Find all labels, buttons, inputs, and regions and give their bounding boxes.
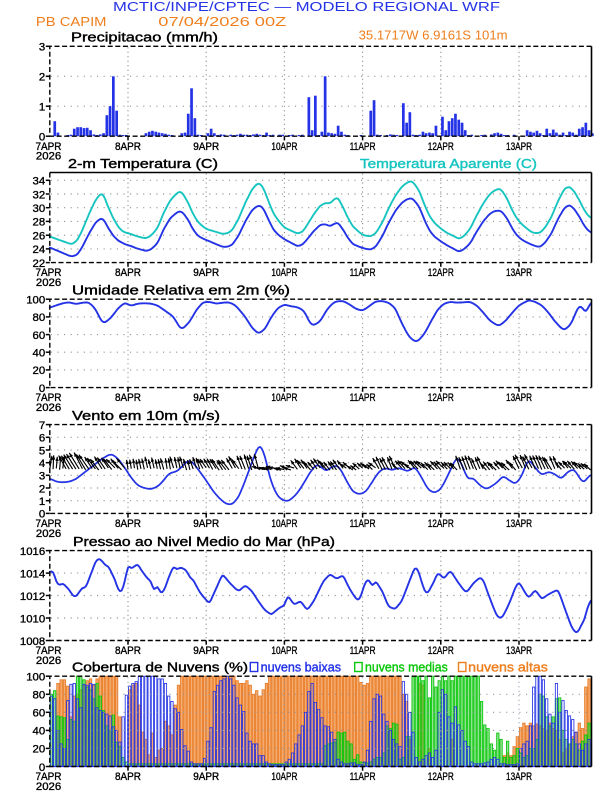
svg-text:100: 100 — [26, 672, 45, 684]
svg-text:8APR: 8APR — [115, 141, 141, 153]
svg-text:nuvens baixas: nuvens baixas — [261, 659, 342, 674]
svg-text:9APR: 9APR — [193, 267, 219, 279]
svg-text:9APR: 9APR — [193, 771, 219, 783]
svg-text:9APR: 9APR — [193, 141, 219, 153]
svg-text:60: 60 — [33, 708, 46, 720]
svg-text:9APR: 9APR — [193, 392, 219, 404]
svg-text:8APR: 8APR — [115, 645, 141, 657]
svg-text:40: 40 — [33, 348, 46, 360]
svg-text:Temperatura Aparente (C): Temperatura Aparente (C) — [360, 156, 537, 171]
svg-text:2: 2 — [39, 483, 45, 495]
svg-text:10APR: 10APR — [271, 392, 297, 404]
svg-text:1010: 1010 — [20, 613, 45, 625]
svg-text:11APR: 11APR — [350, 645, 376, 657]
svg-text:0: 0 — [39, 509, 45, 521]
svg-text:30: 30 — [33, 203, 46, 215]
svg-text:11APR: 11APR — [350, 141, 376, 153]
svg-text:Pressao ao Nivel Medio do Mar: Pressao ao Nivel Medio do Mar (hPa) — [73, 534, 335, 549]
svg-text:80: 80 — [33, 312, 46, 324]
svg-text:100: 100 — [26, 295, 45, 307]
svg-text:11APR: 11APR — [350, 771, 376, 783]
svg-text:7: 7 — [39, 420, 45, 432]
svg-text:PB CAPIM: PB CAPIM — [36, 14, 107, 29]
svg-text:1012: 1012 — [20, 591, 45, 603]
svg-text:12APR: 12APR — [428, 518, 454, 530]
svg-text:2026: 2026 — [36, 277, 61, 289]
svg-text:Umidade Relativa em 2m (%): Umidade Relativa em 2m (%) — [72, 282, 290, 297]
svg-text:12APR: 12APR — [428, 645, 454, 657]
svg-text:1008: 1008 — [20, 636, 45, 648]
svg-text:32: 32 — [33, 189, 46, 201]
svg-text:6: 6 — [39, 433, 45, 445]
svg-text:7APR: 7APR — [36, 518, 62, 530]
svg-text:5: 5 — [39, 445, 45, 457]
svg-text:2: 2 — [39, 72, 45, 84]
svg-text:10APR: 10APR — [271, 141, 297, 153]
svg-text:28: 28 — [33, 217, 46, 229]
svg-text:26: 26 — [33, 231, 46, 243]
svg-text:13APR: 13APR — [506, 141, 532, 153]
svg-text:9APR: 9APR — [193, 518, 219, 530]
svg-text:13APR: 13APR — [506, 267, 532, 279]
svg-text:0: 0 — [39, 132, 45, 144]
svg-text:80: 80 — [33, 690, 46, 702]
svg-text:9APR: 9APR — [193, 645, 219, 657]
svg-text:20: 20 — [33, 365, 46, 377]
svg-text:13APR: 13APR — [506, 771, 532, 783]
svg-text:2-m Temperatura (C): 2-m Temperatura (C) — [68, 156, 218, 171]
svg-text:13APR: 13APR — [506, 645, 532, 657]
svg-text:7APR: 7APR — [36, 141, 62, 153]
svg-text:11APR: 11APR — [350, 267, 376, 279]
svg-text:10APR: 10APR — [271, 645, 297, 657]
svg-text:0: 0 — [39, 762, 45, 774]
svg-text:2026: 2026 — [36, 781, 61, 792]
svg-text:22: 22 — [33, 258, 46, 270]
svg-text:13APR: 13APR — [506, 518, 532, 530]
svg-text:nuvens medias: nuvens medias — [365, 659, 448, 674]
svg-text:40: 40 — [33, 726, 46, 738]
svg-text:3: 3 — [39, 42, 45, 54]
svg-text:7APR: 7APR — [36, 645, 62, 657]
svg-text:Cobertura de Nuvens (%): Cobertura de Nuvens (%) — [72, 659, 248, 674]
svg-text:24: 24 — [33, 244, 46, 256]
svg-text:10APR: 10APR — [271, 771, 297, 783]
svg-text:1: 1 — [39, 102, 45, 114]
svg-text:Precipitacao (mm/h): Precipitacao (mm/h) — [71, 30, 218, 45]
svg-text:7APR: 7APR — [36, 771, 62, 783]
svg-text:0: 0 — [39, 383, 45, 395]
svg-text:07/04/2026 00Z: 07/04/2026 00Z — [158, 14, 286, 29]
svg-text:10APR: 10APR — [271, 267, 297, 279]
svg-text:13APR: 13APR — [506, 392, 532, 404]
svg-text:7APR: 7APR — [36, 392, 62, 404]
svg-text:12APR: 12APR — [428, 392, 454, 404]
svg-text:8APR: 8APR — [115, 771, 141, 783]
svg-text:2026: 2026 — [36, 402, 61, 414]
svg-text:20: 20 — [33, 744, 46, 756]
svg-text:60: 60 — [33, 330, 46, 342]
svg-text:12APR: 12APR — [428, 267, 454, 279]
svg-text:8APR: 8APR — [115, 518, 141, 530]
svg-text:Vento em 10m (m/s): Vento em 10m (m/s) — [72, 408, 220, 423]
svg-text:1014: 1014 — [20, 568, 45, 580]
svg-text:11APR: 11APR — [350, 392, 376, 404]
svg-text:4: 4 — [39, 458, 45, 470]
svg-text:12APR: 12APR — [428, 141, 454, 153]
svg-text:35.1717W 6.9161S 101m: 35.1717W 6.9161S 101m — [359, 28, 508, 43]
svg-text:10APR: 10APR — [271, 518, 297, 530]
svg-text:1016: 1016 — [20, 546, 45, 558]
svg-text:8APR: 8APR — [115, 392, 141, 404]
svg-text:3: 3 — [39, 471, 45, 483]
svg-text:1: 1 — [39, 496, 45, 508]
svg-text:2026: 2026 — [36, 655, 61, 667]
svg-text:nuvens altas: nuvens altas — [468, 659, 548, 674]
svg-text:12APR: 12APR — [428, 771, 454, 783]
svg-text:11APR: 11APR — [350, 518, 376, 530]
svg-text:7APR: 7APR — [36, 267, 62, 279]
svg-text:MCTIC/INPE/CPTEC — MODELO REGI: MCTIC/INPE/CPTEC — MODELO REGIONAL WRF — [113, 0, 500, 14]
svg-text:2026: 2026 — [36, 151, 61, 163]
svg-text:34: 34 — [33, 176, 46, 188]
svg-text:8APR: 8APR — [115, 267, 141, 279]
svg-text:2026: 2026 — [36, 528, 61, 540]
